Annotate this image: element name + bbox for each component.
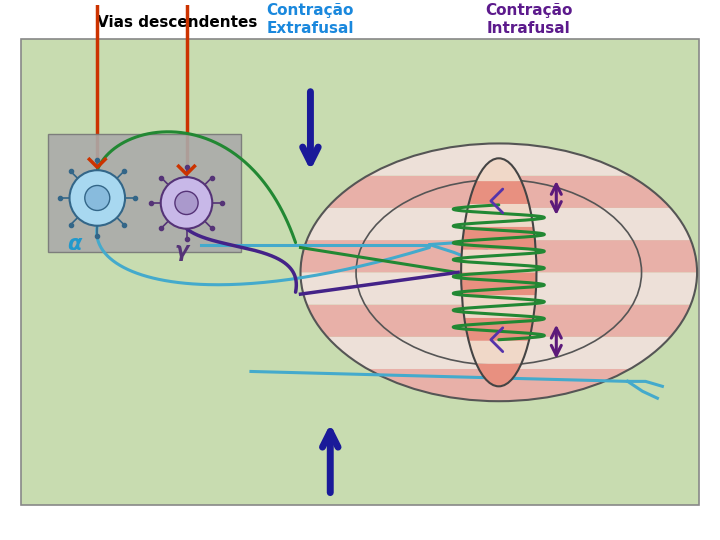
Text: Contração
Extrafusal: Contração Extrafusal: [266, 3, 354, 36]
Polygon shape: [307, 208, 690, 240]
Polygon shape: [307, 305, 690, 337]
Polygon shape: [461, 249, 536, 272]
Circle shape: [70, 170, 125, 226]
Polygon shape: [300, 240, 697, 272]
Polygon shape: [462, 227, 536, 249]
Circle shape: [85, 185, 109, 211]
Polygon shape: [469, 181, 529, 204]
Polygon shape: [476, 363, 521, 386]
Text: γ: γ: [175, 241, 189, 261]
Polygon shape: [462, 295, 536, 318]
Text: α: α: [68, 233, 82, 253]
Polygon shape: [327, 176, 670, 208]
Circle shape: [161, 177, 212, 229]
Polygon shape: [469, 341, 529, 363]
Polygon shape: [461, 272, 536, 295]
Polygon shape: [464, 318, 534, 341]
Polygon shape: [327, 337, 670, 369]
Bar: [21, 39, 699, 505]
Polygon shape: [476, 158, 521, 181]
Bar: [48, 133, 241, 253]
Text: Contração
Intrafusal: Contração Intrafusal: [485, 3, 572, 36]
Text: Vias descendentes: Vias descendentes: [97, 15, 258, 30]
Polygon shape: [368, 369, 630, 401]
Polygon shape: [368, 144, 630, 176]
Polygon shape: [300, 272, 697, 305]
Circle shape: [175, 191, 198, 214]
Polygon shape: [464, 204, 534, 227]
